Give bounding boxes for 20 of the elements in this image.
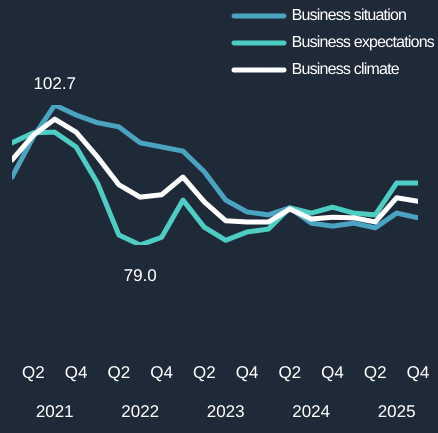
text: 2025 (376, 402, 417, 422)
x-tick-label: Q2 (278, 363, 302, 382)
x-tick-label: Q4 (321, 363, 344, 382)
x-tick-label: Q4 (406, 363, 430, 382)
data-label: 79.0 (124, 266, 157, 285)
text: 2024 (291, 402, 332, 422)
x-tick-label: Q4 (150, 363, 173, 382)
legend-label: Business expectations (292, 33, 434, 53)
text: 2021 (34, 402, 75, 422)
x-tick-label: Q4 (64, 363, 88, 382)
text: 2022 (120, 402, 160, 422)
x-tick-label: Q2 (192, 363, 216, 382)
x-tick-label: Q4 (236, 363, 258, 382)
data-label: 102.7 (33, 74, 76, 93)
legend-label: Business situation (292, 6, 406, 26)
x-tick-label: Q2 (364, 363, 387, 382)
text: 2023 (206, 402, 246, 422)
legend-label: Business climate (292, 60, 399, 80)
x-tick-label: Q2 (108, 363, 130, 382)
x-tick-label: Q2 (22, 363, 45, 382)
